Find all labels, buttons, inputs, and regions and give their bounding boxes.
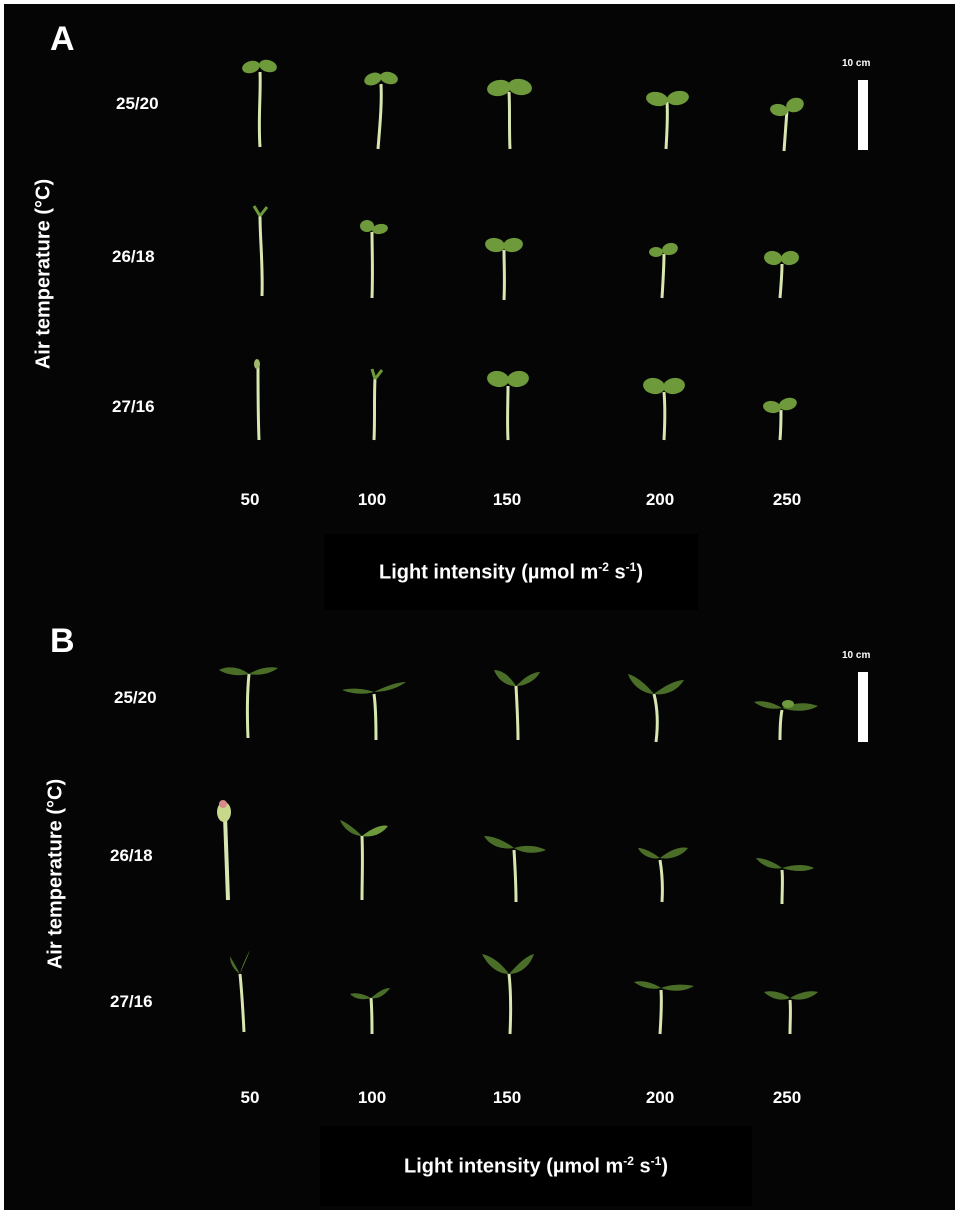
x-axis-label-text: Light intensity (µmol m-2 s-1)	[404, 1153, 668, 1178]
panel-a: A Air temperature (°C) 25/20 26/18 27/16…	[4, 4, 955, 614]
seedling-photos	[217, 667, 818, 1035]
scale-bar-label: 10 cm	[842, 58, 871, 69]
seedling	[350, 988, 390, 1035]
seedling-photos	[242, 59, 804, 441]
seedling	[756, 858, 814, 905]
seedling	[764, 991, 818, 1035]
seedling	[638, 847, 688, 903]
row-label-26-18: 26/18	[110, 846, 153, 865]
column-label-250: 250	[772, 490, 802, 509]
seedling	[340, 820, 388, 901]
seedling	[754, 700, 818, 741]
column-label-100: 100	[357, 1088, 387, 1107]
seedling	[364, 71, 398, 150]
seedling	[342, 682, 406, 741]
x-axis-label-text: Light intensity (µmol m-2 s-1)	[379, 559, 643, 584]
seedling	[643, 377, 685, 441]
seedling	[764, 250, 799, 299]
row-label-25-20: 25/20	[116, 94, 159, 113]
seedling	[242, 59, 277, 148]
seedling	[252, 205, 269, 297]
panel-letter: A	[50, 20, 75, 58]
scale-bar-label: 10 cm	[842, 650, 871, 661]
seedling	[485, 237, 523, 301]
seedling	[634, 981, 694, 1035]
seedling	[487, 370, 529, 441]
seedling	[649, 242, 678, 299]
x-axis-label: Light intensity (µmol m-2 s-1)	[324, 534, 698, 610]
seedling	[487, 78, 532, 150]
seedling	[482, 954, 534, 1035]
seedling	[494, 670, 540, 741]
row-label-27-16: 27/16	[112, 397, 155, 416]
x-axis-label: Light intensity (µmol m-2 s-1)	[320, 1126, 752, 1206]
seedling	[763, 397, 797, 441]
row-label-26-18: 26/18	[112, 247, 155, 266]
seedling	[360, 220, 388, 299]
column-label-200: 200	[645, 1088, 675, 1107]
seedling	[628, 674, 684, 743]
seedling	[254, 359, 261, 441]
column-label-50: 50	[240, 1088, 260, 1107]
column-label-100: 100	[357, 490, 387, 509]
column-label-150: 150	[492, 490, 522, 509]
seedling	[770, 97, 804, 152]
seedling	[484, 836, 546, 903]
column-label-250: 250	[772, 1088, 802, 1107]
column-label-50: 50	[240, 490, 260, 509]
scale-bar	[858, 672, 868, 742]
column-label-150: 150	[492, 1088, 522, 1107]
row-label-25-20: 25/20	[114, 688, 157, 707]
row-label-27-16: 27/16	[110, 992, 153, 1011]
panel-letter: B	[50, 622, 75, 660]
panel-b: B Air temperature (°C) 25/20 26/18 27/16…	[4, 614, 955, 1210]
seedling	[646, 90, 689, 150]
seedling	[217, 800, 231, 901]
seedling	[230, 950, 250, 1033]
column-label-200: 200	[645, 490, 675, 509]
seedling	[370, 368, 384, 441]
scale-bar	[858, 80, 868, 150]
seedling	[219, 667, 278, 739]
